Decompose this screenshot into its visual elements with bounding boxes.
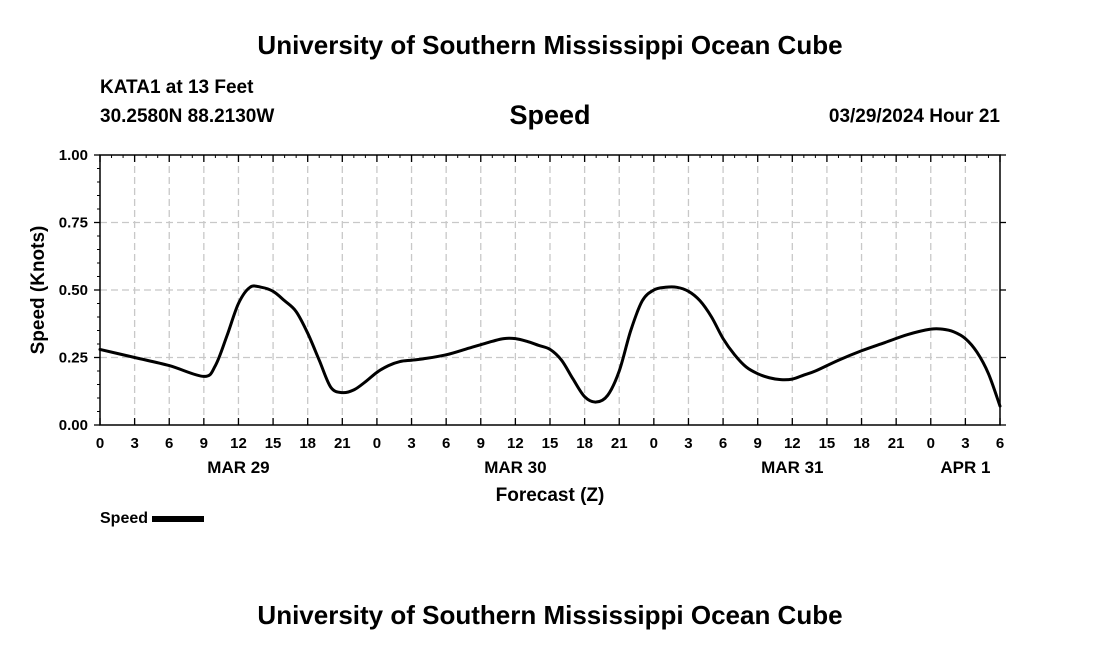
page-title: University of Southern Mississippi Ocean…: [257, 30, 843, 60]
x-tick-label: 3: [407, 435, 415, 452]
x-tick-label: 3: [684, 435, 692, 452]
speed-series-line: [98, 284, 1002, 408]
date-labels: MAR 29 MAR 30 MAR 31 APR 1: [207, 458, 990, 477]
chart-title: Speed: [509, 100, 591, 130]
x-tick-label: 12: [784, 435, 801, 452]
x-tick-label: 21: [611, 435, 628, 452]
y-tick-label: 1.00: [59, 147, 88, 164]
y-tick-labels: 0.00 0.25 0.50 0.75 1.00: [59, 147, 88, 434]
grid-lines: [100, 155, 1000, 425]
x-tick-label: 12: [230, 435, 247, 452]
x-tick-label: 18: [853, 435, 870, 452]
x-tick-label: 9: [200, 435, 208, 452]
coordinates-label: 30.2580N 88.2130W: [100, 106, 275, 127]
y-tick-label: 0.00: [59, 417, 88, 434]
x-tick-labels: 0 3 6 9 12 15 18 21 0 3 6 9 12 15 18 21 0 3 6 9 12 15 18 21 0 3 6: [96, 435, 1004, 452]
footer-title: University of Southern Mississippi Ocean…: [257, 600, 843, 630]
x-tick-label: 6: [442, 435, 450, 452]
y-tick-label: 0.25: [59, 350, 88, 367]
x-tick-label: 9: [477, 435, 485, 452]
legend-swatch: [152, 516, 205, 522]
date-label: MAR 31: [761, 458, 823, 477]
x-tick-label: 18: [299, 435, 316, 452]
x-tick-label: 21: [888, 435, 905, 452]
x-tick-label: 15: [542, 435, 559, 452]
x-tick-label: 21: [334, 435, 351, 452]
x-tick-label: 15: [819, 435, 836, 452]
x-tick-label: 0: [373, 435, 381, 452]
x-axis-label: Forecast (Z): [496, 485, 605, 506]
x-tick-label: 6: [719, 435, 727, 452]
y-tick-label: 0.75: [59, 215, 88, 232]
date-label: APR 1: [940, 458, 990, 477]
x-tick-label: 3: [130, 435, 138, 452]
station-label: KATA1 at 13 Feet: [100, 77, 254, 98]
forecast-datetime: 03/29/2024 Hour 21: [828, 106, 1000, 127]
x-tick-label: 3: [961, 435, 969, 452]
x-tick-label: 18: [576, 435, 593, 452]
x-tick-label: 6: [996, 435, 1004, 452]
y-tick-label: 0.50: [59, 282, 88, 299]
x-tick-label: 12: [507, 435, 524, 452]
x-tick-label: 15: [265, 435, 282, 452]
legend-label: Speed: [100, 510, 149, 527]
x-tick-label: 9: [754, 435, 762, 452]
date-label: MAR 29: [207, 458, 269, 477]
x-tick-label: 6: [165, 435, 173, 452]
x-tick-label: 0: [927, 435, 935, 452]
x-tick-label: 0: [96, 435, 104, 452]
x-tick-label: 0: [650, 435, 658, 452]
axis-ticks: [94, 154, 1006, 426]
y-axis-label: Speed (Knots): [28, 226, 49, 355]
date-label: MAR 30: [484, 458, 546, 477]
legend: Speed: [100, 510, 205, 528]
